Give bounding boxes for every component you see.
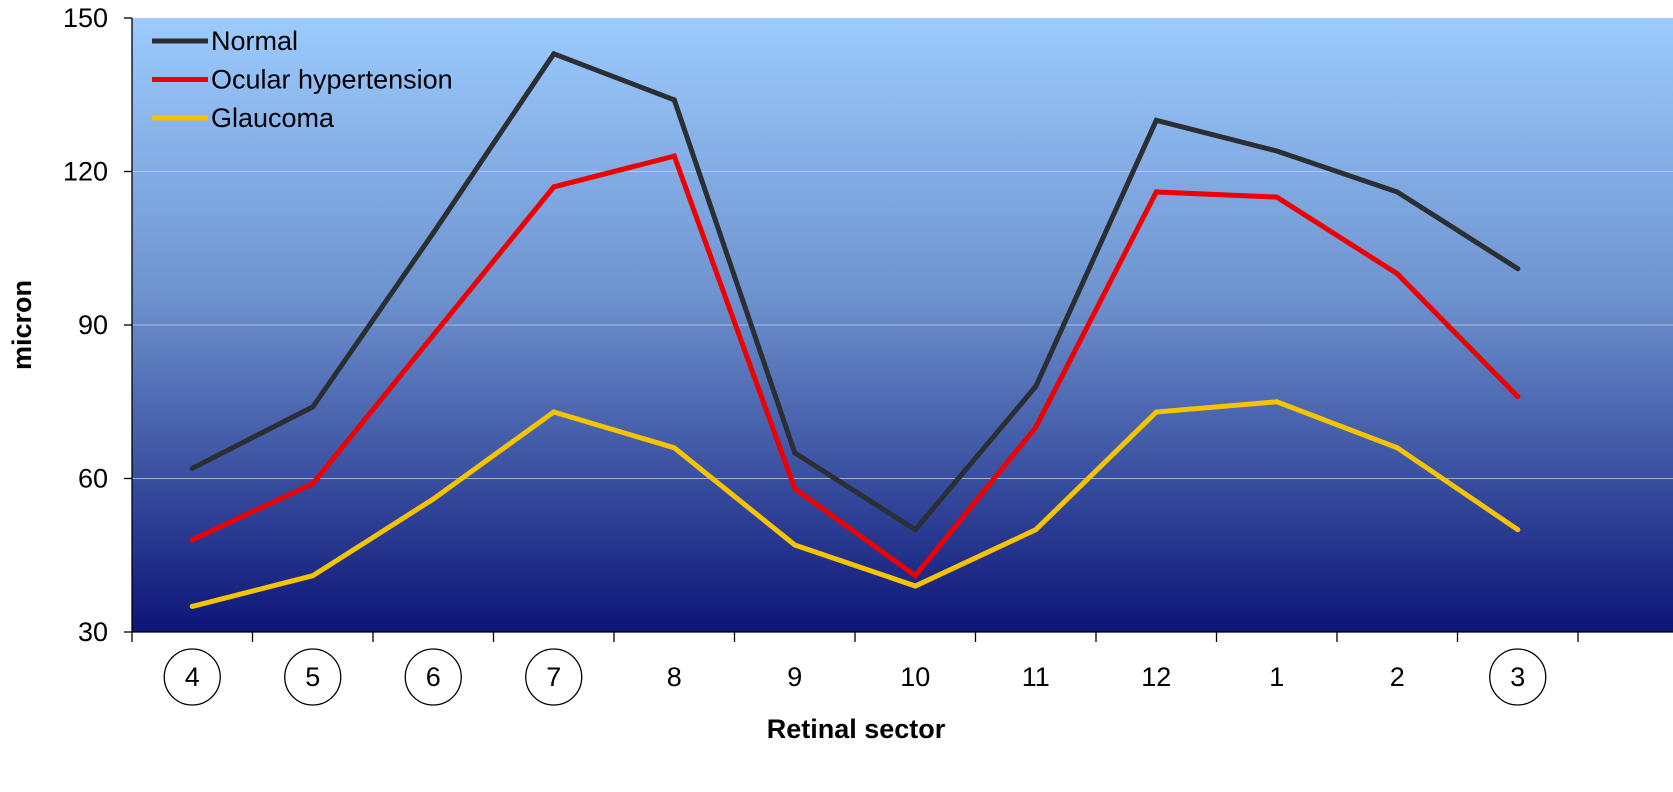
- x-tick-label: 9: [787, 662, 802, 692]
- series-line-0: [189, 50, 1521, 533]
- x-tick-label: 6: [426, 662, 441, 692]
- data-point: [430, 230, 436, 236]
- data-point: [310, 481, 316, 487]
- series-line-2: [189, 399, 1521, 609]
- data-point: [551, 51, 557, 57]
- x-tick-label: 4: [185, 662, 200, 692]
- y-tick-label: 150: [63, 3, 108, 33]
- legend-label-1: Ocular hypertension: [211, 65, 453, 95]
- y-tick-label: 90: [78, 310, 108, 340]
- data-point: [912, 573, 918, 579]
- category-circle: [163, 648, 221, 706]
- data-point: [551, 409, 557, 415]
- x-tick-label: 3: [1510, 662, 1525, 692]
- series-line-1: [189, 153, 1521, 580]
- category-circle: [1489, 648, 1547, 706]
- data-point: [1515, 527, 1521, 533]
- x-tick-label: 5: [305, 662, 320, 692]
- data-point: [1515, 266, 1521, 272]
- data-point: [1153, 409, 1159, 415]
- legend: Normal Ocular hypertension Glaucoma: [152, 26, 453, 133]
- y-tick-label: 120: [63, 157, 108, 187]
- data-point: [189, 603, 195, 609]
- data-point: [792, 450, 798, 456]
- x-tick-label: 10: [900, 662, 930, 692]
- data-point: [1274, 194, 1280, 200]
- series-lines: [189, 50, 1521, 609]
- category-circle: [525, 648, 583, 706]
- data-point: [671, 97, 677, 103]
- data-point: [1153, 189, 1159, 195]
- data-point: [310, 573, 316, 579]
- data-point: [792, 542, 798, 548]
- data-point: [1033, 424, 1039, 430]
- data-point: [912, 583, 918, 589]
- data-point: [1394, 271, 1400, 277]
- legend-label-2: Glaucoma: [211, 103, 335, 133]
- legend-label-0: Normal: [211, 26, 298, 56]
- data-point: [1394, 189, 1400, 195]
- data-point: [1394, 445, 1400, 451]
- data-point: [430, 496, 436, 502]
- data-point: [1515, 394, 1521, 400]
- data-point: [189, 465, 195, 471]
- y-tick-label: 60: [78, 464, 108, 494]
- data-point: [1033, 527, 1039, 533]
- data-point: [1033, 383, 1039, 389]
- x-tick-label: 1: [1269, 662, 1284, 692]
- data-point: [671, 153, 677, 159]
- gridlines: [132, 171, 1673, 479]
- category-circle: [404, 648, 462, 706]
- data-point: [912, 527, 918, 533]
- data-point: [551, 184, 557, 190]
- data-point: [310, 404, 316, 410]
- data-point: [671, 445, 677, 451]
- y-axis-ticks: 30 60 90 120 150: [63, 3, 132, 647]
- data-point: [1274, 148, 1280, 154]
- x-tick-label: 2: [1390, 662, 1405, 692]
- data-point: [430, 332, 436, 338]
- x-tick-label: 12: [1141, 662, 1171, 692]
- x-tick-label: 11: [1022, 662, 1050, 692]
- category-circle: [284, 648, 342, 706]
- x-tick-label: 8: [667, 662, 682, 692]
- data-point: [189, 537, 195, 543]
- y-axis-title: micron: [7, 280, 37, 370]
- x-axis-title: Retinal sector: [767, 714, 946, 744]
- data-point: [1274, 399, 1280, 405]
- x-axis-ticks: 4 5 6 7 8 9 10 11 12 1 2 3: [131, 632, 1579, 706]
- y-tick-label: 30: [78, 617, 108, 647]
- x-tick-label: 7: [546, 662, 561, 692]
- data-point: [1153, 117, 1159, 123]
- data-point: [792, 486, 798, 492]
